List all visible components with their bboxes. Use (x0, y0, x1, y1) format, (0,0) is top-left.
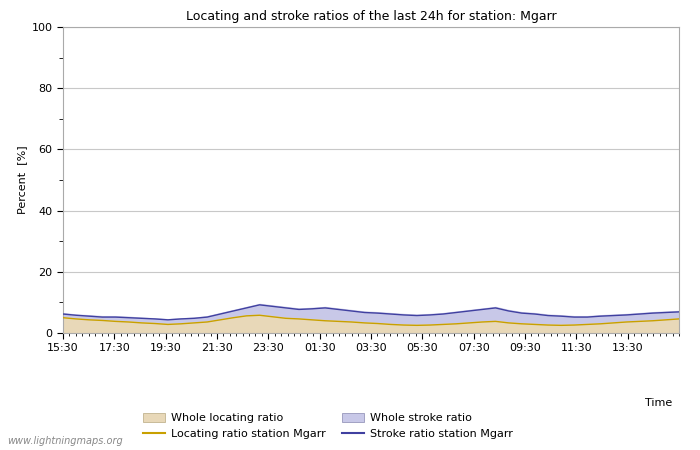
Title: Locating and stroke ratios of the last 24h for station: Mgarr: Locating and stroke ratios of the last 2… (186, 10, 556, 23)
Y-axis label: Percent  [%]: Percent [%] (18, 146, 27, 214)
Text: www.lightningmaps.org: www.lightningmaps.org (7, 436, 122, 446)
Legend: Whole locating ratio, Locating ratio station Mgarr, Whole stroke ratio, Stroke r: Whole locating ratio, Locating ratio sta… (139, 409, 517, 444)
Text: Time: Time (645, 398, 672, 408)
